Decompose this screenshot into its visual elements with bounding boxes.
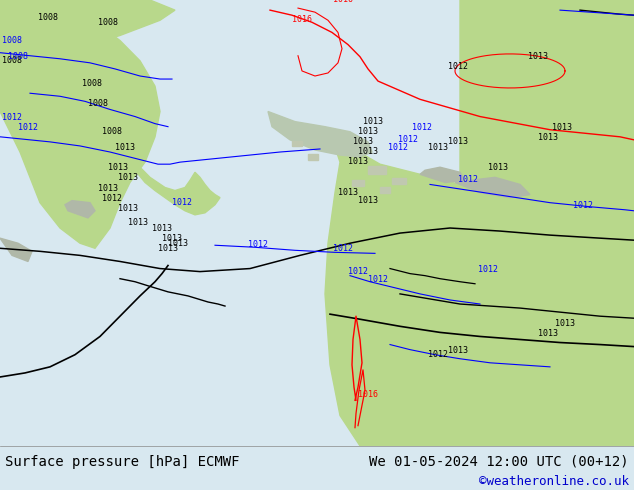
Text: 1013: 1013 [358,147,378,156]
Text: 1008: 1008 [102,127,122,136]
Text: 1013: 1013 [488,163,508,172]
Polygon shape [65,201,95,218]
Text: 1013: 1013 [358,196,378,205]
Text: 1008: 1008 [38,13,58,22]
Text: 1008: 1008 [98,18,118,27]
Text: 1013: 1013 [158,245,178,253]
Text: 1013: 1013 [448,345,468,355]
Text: 1013: 1013 [168,239,188,248]
Text: 1013: 1013 [348,157,368,166]
Text: 1013: 1013 [162,234,182,243]
Text: 1016: 1016 [333,0,353,4]
Text: 1013: 1013 [152,224,172,233]
Polygon shape [130,157,220,215]
Text: 1013: 1013 [128,218,148,227]
Polygon shape [420,167,465,182]
Text: 1013: 1013 [448,137,468,146]
Text: We 01-05-2024 12:00 UTC (00+12): We 01-05-2024 12:00 UTC (00+12) [370,455,629,469]
Text: 1013: 1013 [353,137,373,146]
Text: 1013: 1013 [528,52,548,61]
Text: 1013: 1013 [428,143,448,152]
Text: 1012: 1012 [248,240,268,249]
Text: ©weatheronline.co.uk: ©weatheronline.co.uk [479,475,629,489]
Polygon shape [0,238,32,262]
Polygon shape [460,0,634,207]
Polygon shape [0,0,175,71]
Text: 1008: 1008 [88,99,108,108]
Text: 1013: 1013 [338,188,358,196]
Text: 1012: 1012 [458,175,478,184]
Polygon shape [352,180,364,187]
Text: 1012: 1012 [412,122,432,132]
Polygon shape [368,166,386,174]
Text: 1012: 1012 [388,143,408,152]
Text: 1012: 1012 [368,275,388,284]
Text: 1008: 1008 [2,56,22,65]
Text: 1012: 1012 [333,245,353,253]
Text: 1012: 1012 [2,113,22,122]
Polygon shape [325,132,634,446]
Text: 1012: 1012 [348,267,368,275]
Text: 1013: 1013 [118,173,138,182]
Text: 1013: 1013 [538,133,558,142]
Text: 1012: 1012 [478,265,498,273]
Text: 1008: 1008 [82,79,102,88]
Text: 1012: 1012 [448,62,468,71]
Text: 1013: 1013 [552,122,572,132]
Text: 1012: 1012 [102,194,122,203]
Text: 1012: 1012 [18,122,38,132]
Text: 1008: 1008 [8,52,28,61]
Polygon shape [292,141,302,146]
Text: 1012: 1012 [172,197,192,207]
Text: 1013: 1013 [358,127,378,136]
Text: 1008: 1008 [2,36,22,45]
Text: 1012: 1012 [398,135,418,144]
Text: 1013: 1013 [115,143,135,152]
Text: 1016: 1016 [358,390,378,399]
Polygon shape [268,112,372,157]
Text: 1012: 1012 [428,350,448,359]
Text: 1013: 1013 [538,329,558,339]
Text: 1013: 1013 [98,184,118,193]
Text: 1013: 1013 [118,204,138,213]
Text: 1013: 1013 [108,163,128,172]
Text: 1013: 1013 [555,319,575,328]
Polygon shape [455,177,530,197]
Polygon shape [0,0,160,248]
Text: 1016: 1016 [292,15,312,24]
Polygon shape [308,154,318,160]
Text: 1013: 1013 [363,117,383,125]
Polygon shape [392,178,406,184]
Text: 1012: 1012 [573,201,593,210]
Polygon shape [380,188,390,193]
Text: Surface pressure [hPa] ECMWF: Surface pressure [hPa] ECMWF [5,455,240,469]
